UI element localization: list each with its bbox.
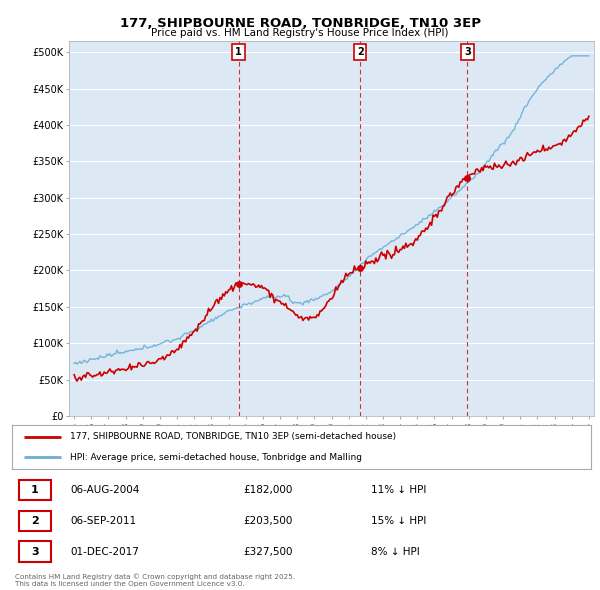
Text: 15% ↓ HPI: 15% ↓ HPI	[371, 516, 427, 526]
Text: 3: 3	[31, 547, 38, 557]
Text: 11% ↓ HPI: 11% ↓ HPI	[371, 485, 427, 495]
Text: Contains HM Land Registry data © Crown copyright and database right 2025.
This d: Contains HM Land Registry data © Crown c…	[15, 573, 295, 587]
Text: £203,500: £203,500	[244, 516, 293, 526]
Text: Price paid vs. HM Land Registry's House Price Index (HPI): Price paid vs. HM Land Registry's House …	[151, 28, 449, 38]
Text: £182,000: £182,000	[244, 485, 293, 495]
Text: 8% ↓ HPI: 8% ↓ HPI	[371, 547, 420, 557]
FancyBboxPatch shape	[19, 480, 51, 500]
Text: 177, SHIPBOURNE ROAD, TONBRIDGE, TN10 3EP: 177, SHIPBOURNE ROAD, TONBRIDGE, TN10 3E…	[119, 17, 481, 30]
Text: 06-SEP-2011: 06-SEP-2011	[70, 516, 136, 526]
Text: 3: 3	[464, 47, 471, 57]
Text: £327,500: £327,500	[244, 547, 293, 557]
Text: 1: 1	[31, 485, 39, 495]
Text: 2: 2	[31, 516, 39, 526]
Text: 2: 2	[357, 47, 364, 57]
FancyBboxPatch shape	[19, 511, 51, 531]
FancyBboxPatch shape	[19, 542, 51, 562]
Text: HPI: Average price, semi-detached house, Tonbridge and Malling: HPI: Average price, semi-detached house,…	[70, 453, 362, 461]
Text: 177, SHIPBOURNE ROAD, TONBRIDGE, TN10 3EP (semi-detached house): 177, SHIPBOURNE ROAD, TONBRIDGE, TN10 3E…	[70, 432, 396, 441]
Text: 01-DEC-2017: 01-DEC-2017	[70, 547, 139, 557]
Text: 1: 1	[235, 47, 242, 57]
Text: 06-AUG-2004: 06-AUG-2004	[70, 485, 139, 495]
